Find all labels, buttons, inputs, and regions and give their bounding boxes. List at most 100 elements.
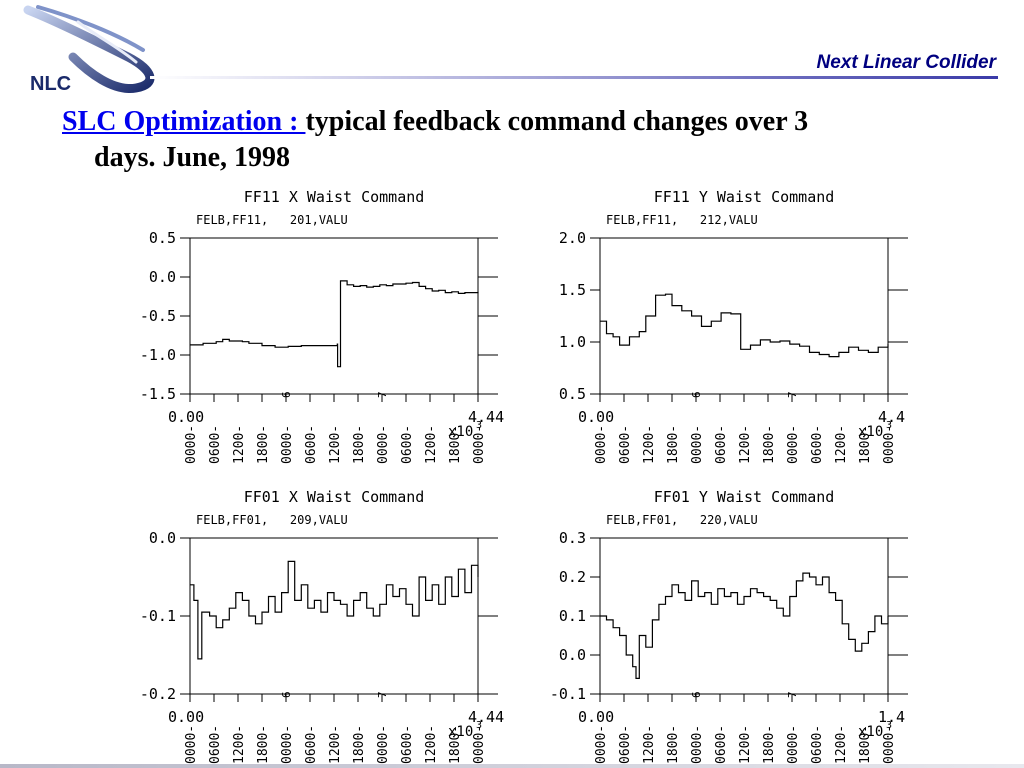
x-time-label: 1800- (762, 425, 777, 464)
y-tick-label: 1.5 (559, 281, 586, 299)
plot-frame (189, 537, 479, 695)
x-time-label: 1200- (834, 425, 849, 464)
series-line (600, 572, 889, 679)
x-time-label: 0000- (786, 725, 801, 764)
chart-subtitle: FELB,FF01, 220,VALU (606, 513, 758, 527)
x-day-mark: 6 (690, 691, 703, 698)
x-time-label: 1800- (666, 425, 681, 464)
x-day-mark: 6 (280, 391, 293, 398)
x-time-label: 1800- (858, 425, 873, 464)
x-time-label: 0600- (208, 425, 223, 464)
y-tick-label: 0.0 (559, 646, 586, 664)
x-day-mark: 6 (280, 691, 293, 698)
header-title: Next Linear Collider (816, 52, 997, 73)
x-time-label: 0600- (304, 425, 319, 464)
chart-svg: FF01 Y Waist Command FELB,FF01, 220,VALU 0… (550, 488, 908, 764)
x-edge-label-end: 4.44 (468, 408, 504, 426)
x-edge-label-end: 4.44 (468, 708, 504, 726)
x-time-label: 1200- (738, 425, 753, 464)
x-day-mark: 7 (376, 691, 389, 698)
y-tick-label: 0.5 (149, 229, 176, 247)
x-day-mark: 7 (376, 391, 389, 398)
plot-frame (189, 237, 479, 395)
plot-frame (599, 237, 889, 395)
chart-subtitle: FELB,FF11, 212,VALU (606, 213, 758, 227)
x-time-label: 0000- (690, 725, 705, 764)
slide-heading: SLC Optimization : typical feedback comm… (62, 104, 992, 176)
x-time-label: 1800- (256, 725, 271, 764)
x-day-mark: 6 (690, 391, 703, 398)
x-time-label: 1200- (232, 725, 247, 764)
x-edge-label-end: 1.4 (878, 708, 905, 726)
x-time-label: 1200- (424, 725, 439, 764)
y-tick-label: 2.0 (559, 229, 586, 247)
chart-ff01-y-waist: FF01 Y Waist Command FELB,FF01, 220,VALU 0… (520, 486, 920, 766)
x-multiplier: x10 (858, 724, 883, 740)
chart-ff01-x-waist: FF01 X Waist Command FELB,FF01, 209,VALU 0… (110, 486, 510, 766)
x-time-label: 0000- (280, 425, 295, 464)
x-time-label: 1200- (834, 725, 849, 764)
x-time-label: 1800- (858, 725, 873, 764)
chart-ff11-x-waist: FF11 X Waist Command FELB,FF11, 201,VALU 0… (110, 186, 510, 466)
heading-link[interactable]: SLC Optimization : (62, 106, 306, 137)
x-multiplier-exponent: 3 (886, 720, 892, 731)
logo-text: NLC (30, 73, 71, 95)
x-time-label: 0600- (714, 425, 729, 464)
x-day-mark: 7 (786, 391, 799, 398)
x-time-label: 1800- (762, 725, 777, 764)
x-time-label: 0000- (280, 725, 295, 764)
x-edge-label-start: 0.00 (578, 708, 614, 726)
x-time-label: 0600- (304, 725, 319, 764)
x-time-label: 0000- (376, 725, 391, 764)
x-time-label: 0600- (208, 725, 223, 764)
y-tick-label: -1.0 (140, 346, 176, 364)
x-time-label: 1200- (232, 425, 247, 464)
y-tick-label: -0.2 (140, 685, 176, 703)
x-edge-label-end: 4.4 (878, 408, 905, 426)
x-time-label: 0600- (400, 725, 415, 764)
y-tick-label: 0.2 (559, 568, 586, 586)
x-edge-label-start: 0.00 (168, 708, 204, 726)
y-tick-label: 0.5 (559, 385, 586, 403)
y-tick-label: -0.1 (140, 607, 176, 625)
footer-divider (0, 764, 1024, 768)
y-tick-label: -0.1 (550, 685, 586, 703)
chart-title: FF11 Y Waist Command (654, 188, 835, 206)
x-time-label: 0000- (594, 425, 609, 464)
y-tick-label: -0.5 (140, 307, 176, 325)
chart-subtitle: FELB,FF01, 209,VALU (196, 513, 348, 527)
x-time-label: 1200- (328, 725, 343, 764)
x-time-label: 1200- (328, 425, 343, 464)
y-tick-label: 0.3 (559, 529, 586, 547)
x-multiplier-exponent: 3 (886, 420, 892, 431)
x-time-label: 0000- (376, 425, 391, 464)
x-edge-label-start: 0.00 (168, 408, 204, 426)
x-time-label: 0000- (690, 425, 705, 464)
chart-svg: FF11 X Waist Command FELB,FF11, 201,VALU 0… (140, 188, 504, 464)
y-tick-label: 0.1 (559, 607, 586, 625)
x-multiplier: x10 (858, 424, 883, 440)
x-time-label: 1200- (642, 425, 657, 464)
y-tick-label: 0.0 (149, 529, 176, 547)
x-multiplier: x10 (448, 424, 473, 440)
x-time-label: 1800- (352, 425, 367, 464)
chart-title: FF11 X Waist Command (244, 188, 425, 206)
x-time-label: 1800- (256, 425, 271, 464)
x-time-label: 0000- (184, 725, 199, 764)
y-tick-label: 1.0 (559, 333, 586, 351)
x-time-label: 0000- (472, 725, 487, 764)
chart-svg: FF11 Y Waist Command FELB,FF11, 212,VALU 2… (559, 188, 908, 464)
x-time-label: 1800- (666, 725, 681, 764)
x-multiplier: x10 (448, 724, 473, 740)
chart-ff11-y-waist: FF11 Y Waist Command FELB,FF11, 212,VALU 2… (520, 186, 920, 466)
chart-title: FF01 X Waist Command (244, 488, 425, 506)
x-time-label: 1200- (424, 425, 439, 464)
x-multiplier-exponent: 3 (476, 720, 482, 731)
x-edge-label-start: 0.00 (578, 408, 614, 426)
heading-text: typical feedback command changes over 3 (305, 106, 809, 137)
x-multiplier-exponent: 3 (476, 420, 482, 431)
series-line (190, 280, 479, 368)
x-time-label: 0600- (618, 725, 633, 764)
x-time-label: 1200- (738, 725, 753, 764)
x-time-label: 0000- (184, 425, 199, 464)
